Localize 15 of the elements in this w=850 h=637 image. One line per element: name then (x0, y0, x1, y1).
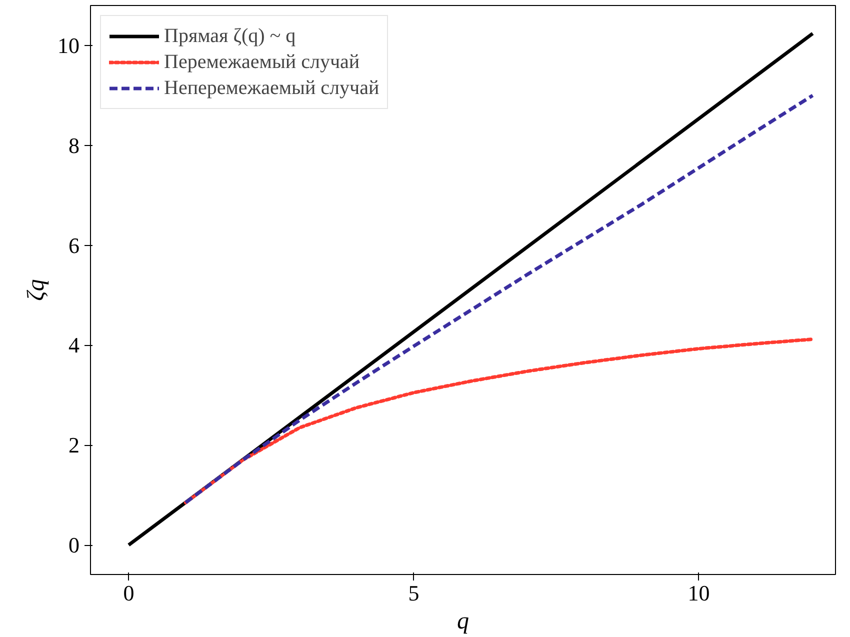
x-tick-label: 5 (408, 580, 420, 606)
y-tick-label: 2 (68, 432, 80, 458)
line-series (184, 337, 814, 504)
y-tick-label: 0 (68, 532, 80, 558)
legend-label: Прямая ζ(q) ~ q (164, 24, 296, 48)
x-axis-title: q (457, 608, 469, 634)
y-tick-label: 8 (68, 132, 80, 158)
legend-label: Перемежаемый случай (164, 50, 360, 74)
x-tick-label: 10 (688, 580, 710, 606)
y-tick-label: 4 (68, 332, 80, 358)
y-axis-title: ζq (24, 279, 50, 301)
y-tick-label: 10 (58, 32, 80, 58)
y-tick-label: 6 (68, 232, 80, 258)
legend-label: Неперемежаемый случай (164, 76, 380, 100)
x-tick-label: 0 (123, 580, 134, 606)
